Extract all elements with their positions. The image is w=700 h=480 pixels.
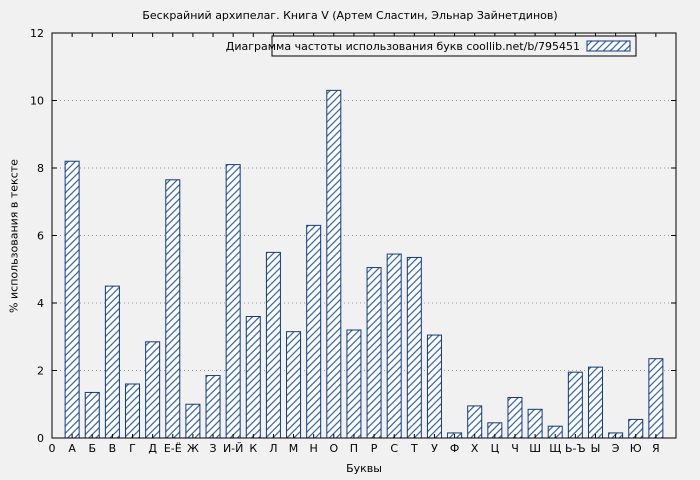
x-tick-label-И-Й: И-Й <box>223 442 243 455</box>
x-tick-label-Ы: Ы <box>591 442 601 455</box>
y-tick-label-4: 4 <box>37 297 44 310</box>
bar-С <box>386 253 402 439</box>
bar-Б <box>84 391 100 439</box>
x-tick-label-З: З <box>210 442 217 455</box>
x-tick-label-С: С <box>390 442 398 455</box>
bar-А <box>64 160 80 439</box>
x-tick-label-Я: Я <box>652 442 660 455</box>
bar-К <box>245 316 261 439</box>
bar-Д <box>145 341 161 439</box>
bar-О <box>326 89 342 439</box>
x-tick-label-Р: Р <box>371 442 378 455</box>
x-tick-label-Н: Н <box>310 442 318 455</box>
bar-М <box>286 331 302 439</box>
x-tick-label-У: У <box>431 442 438 455</box>
x-origin-label: 0 <box>49 442 56 455</box>
bar-В <box>104 285 120 439</box>
x-tick-label-Ю: Ю <box>630 442 642 455</box>
x-tick-label-Ж: Ж <box>187 442 199 455</box>
bar-П <box>346 329 362 439</box>
bar-Я <box>648 358 664 439</box>
x-tick-label-К: К <box>249 442 257 455</box>
y-tick-label-8: 8 <box>37 162 44 175</box>
bar-Н <box>306 224 322 439</box>
bar-Ы <box>587 366 603 439</box>
x-tick-label-Л: Л <box>269 442 277 455</box>
bar-Г <box>125 383 141 439</box>
x-tick-label-Ц: Ц <box>491 442 500 455</box>
bar-Л <box>265 251 281 439</box>
x-tick-label-Э: Э <box>612 442 620 455</box>
y-tick-label-2: 2 <box>37 365 44 378</box>
x-tick-label-Д: Д <box>148 442 157 455</box>
bar-И-Й <box>225 164 241 439</box>
x-tick-label-П: П <box>350 442 358 455</box>
bar-Ж <box>185 403 201 439</box>
bar-Р <box>366 267 382 439</box>
x-tick-label-Ф: Ф <box>450 442 459 455</box>
legend-label: Диаграмма частоты использования букв coo… <box>226 40 580 53</box>
bar-Т <box>406 256 422 439</box>
x-tick-label-Г: Г <box>129 442 136 455</box>
y-tick-label-12: 12 <box>30 27 44 40</box>
x-tick-label-В: В <box>109 442 117 455</box>
y-tick-label-10: 10 <box>30 95 44 108</box>
legend-box <box>271 35 637 57</box>
x-tick-label-Щ: Щ <box>549 442 561 455</box>
y-tick-label-6: 6 <box>37 230 44 243</box>
x-tick-label-Е-Ё: Е-Ё <box>164 442 182 455</box>
bar-У <box>426 334 442 439</box>
x-tick-label-Т: Т <box>410 442 418 455</box>
bar-Х <box>467 405 483 439</box>
x-tick-label-Б: Б <box>88 442 96 455</box>
x-tick-label-А: А <box>68 442 76 455</box>
bar-Ч <box>507 397 523 439</box>
chart-title: Бескрайний архипелаг. Книга V (Артем Сла… <box>142 9 558 22</box>
x-tick-label-Х: Х <box>471 442 479 455</box>
x-tick-label-Ч: Ч <box>511 442 519 455</box>
bar-Ш <box>527 408 543 439</box>
bar-З <box>205 375 221 439</box>
x-tick-label-О: О <box>329 442 338 455</box>
x-tick-label-Ш: Ш <box>529 442 541 455</box>
x-tick-label-Ь-Ъ: Ь-Ъ <box>565 442 586 455</box>
bar-Е-Ё <box>165 179 181 439</box>
x-axis-label: Буквы <box>346 462 382 475</box>
legend-swatch <box>586 40 631 52</box>
y-tick-label-0: 0 <box>37 432 44 445</box>
bar-Ь-Ъ <box>567 371 583 439</box>
x-tick-label-М: М <box>289 442 299 455</box>
